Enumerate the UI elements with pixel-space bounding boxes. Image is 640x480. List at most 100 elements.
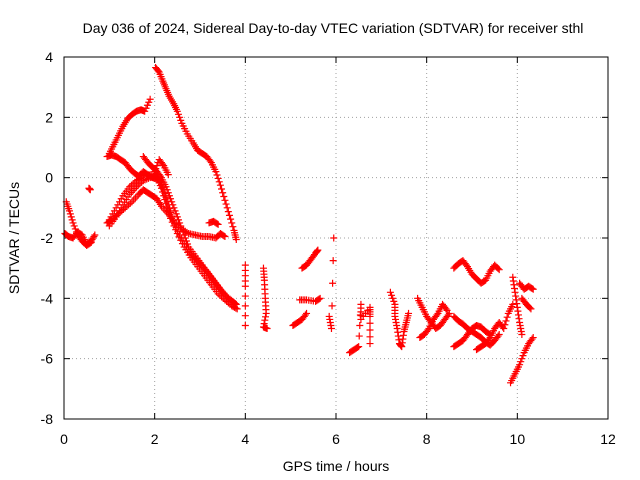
data-point-marker xyxy=(129,180,137,188)
data-point-marker xyxy=(241,312,249,320)
data-point-marker xyxy=(519,352,527,360)
data-point-marker xyxy=(261,316,269,324)
data-point-marker xyxy=(172,210,180,218)
data-point-marker xyxy=(116,198,124,206)
data-point-marker xyxy=(241,302,249,310)
data-point-marker xyxy=(330,234,338,242)
data-point-marker xyxy=(112,204,120,212)
data-point-marker xyxy=(386,288,394,296)
data-point-marker xyxy=(163,186,171,194)
data-point-marker xyxy=(86,186,94,194)
x-tick-label: 4 xyxy=(241,431,249,447)
y-tick-label: 0 xyxy=(45,170,53,186)
data-point-marker xyxy=(528,285,536,293)
x-tick-label: 12 xyxy=(600,431,616,447)
data-point-marker xyxy=(328,302,336,310)
y-tick-label: -2 xyxy=(41,230,54,246)
data-point-marker xyxy=(366,319,374,327)
data-point-marker xyxy=(71,225,79,233)
data-point-marker xyxy=(167,214,175,222)
data-point-marker xyxy=(232,236,240,244)
data-point-marker xyxy=(213,220,221,228)
data-point-marker xyxy=(529,334,537,342)
data-point-marker xyxy=(165,211,173,219)
data-point-marker xyxy=(327,325,335,332)
data-point-marker xyxy=(66,210,74,218)
data-point-marker xyxy=(176,113,184,121)
data-point-marker xyxy=(366,333,374,341)
data-point-marker xyxy=(87,239,95,247)
data-point-marker xyxy=(177,222,185,230)
data-point-marker xyxy=(146,95,154,103)
data-point-marker xyxy=(517,358,525,366)
data-point-marker xyxy=(223,293,231,301)
data-point-marker xyxy=(218,185,226,193)
data-point-marker xyxy=(518,355,526,363)
data-point-marker xyxy=(161,196,169,204)
data-point-marker xyxy=(221,232,229,240)
y-tick-label: -4 xyxy=(41,290,54,306)
data-point-marker xyxy=(123,202,131,210)
data-point-marker xyxy=(485,335,493,343)
data-point-marker xyxy=(527,305,535,313)
data-point-marker xyxy=(170,204,178,212)
data-point-marker xyxy=(241,292,249,300)
data-point-marker xyxy=(90,232,98,240)
data-point-marker xyxy=(220,193,228,201)
data-point-marker xyxy=(262,309,270,317)
data-point-marker xyxy=(143,101,151,109)
data-point-marker xyxy=(174,110,182,118)
data-point-marker xyxy=(219,189,227,197)
data-point-marker xyxy=(516,361,524,369)
data-point-marker xyxy=(86,239,94,247)
data-point-marker xyxy=(145,98,153,106)
data-point-marker xyxy=(105,216,113,224)
data-point-marker xyxy=(167,195,175,203)
data-point-marker xyxy=(405,309,413,317)
data-point-marker xyxy=(213,171,221,179)
data-point-marker xyxy=(142,104,150,112)
data-point-marker xyxy=(181,234,189,242)
data-point-marker xyxy=(168,218,176,226)
data-point-marker xyxy=(175,233,183,241)
ticks: 0 2 4 6 8 10 12 -8 -6 -4 -2 0 2 4 xyxy=(41,49,616,447)
data-point-marker xyxy=(182,237,190,245)
data-point-marker xyxy=(303,309,311,317)
data-point-marker xyxy=(316,294,324,302)
data-point-marker xyxy=(164,189,172,197)
data-point-marker xyxy=(355,332,363,340)
data-point-marker xyxy=(178,225,186,233)
data-point-marker xyxy=(214,290,222,298)
data-point-marker xyxy=(67,213,75,221)
data-point-marker xyxy=(91,231,99,239)
data-point-marker xyxy=(133,183,141,191)
data-point-marker xyxy=(152,165,160,173)
data-point-marker xyxy=(117,195,125,203)
data-point-marker xyxy=(107,213,115,221)
data-point-marker xyxy=(109,210,117,218)
data-point-marker xyxy=(389,294,397,302)
data-point-marker xyxy=(214,220,222,228)
data-point-marker xyxy=(173,229,181,237)
x-tick-label: 8 xyxy=(423,431,431,447)
data-point-marker xyxy=(494,265,502,273)
data-point-marker xyxy=(177,236,185,244)
data-point-marker xyxy=(164,171,172,179)
data-point-marker xyxy=(156,172,164,180)
data-point-marker xyxy=(110,207,118,215)
data-point-marker xyxy=(159,188,167,196)
data-point-marker xyxy=(509,300,517,308)
data-point-marker xyxy=(227,215,235,223)
y-tick-label: -6 xyxy=(41,351,54,367)
data-point-marker xyxy=(220,232,228,240)
data-point-marker xyxy=(141,107,149,115)
data-point-marker xyxy=(366,340,374,348)
data-point-marker xyxy=(176,219,184,227)
data-point-marker xyxy=(355,343,363,351)
data-point-marker xyxy=(214,174,222,182)
data-point-marker xyxy=(170,222,178,230)
data-point-marker xyxy=(329,257,337,265)
data-point-marker xyxy=(72,228,80,236)
data-point-marker xyxy=(180,231,188,239)
